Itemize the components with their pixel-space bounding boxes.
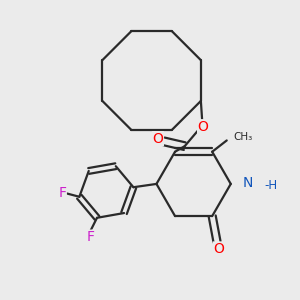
Text: F: F (86, 230, 94, 244)
Text: O: O (152, 132, 163, 146)
Text: F: F (58, 186, 66, 200)
Text: -H: -H (264, 179, 277, 192)
Text: O: O (213, 242, 224, 256)
Text: O: O (198, 120, 208, 134)
Text: CH₃: CH₃ (233, 132, 252, 142)
Text: N: N (243, 176, 253, 190)
